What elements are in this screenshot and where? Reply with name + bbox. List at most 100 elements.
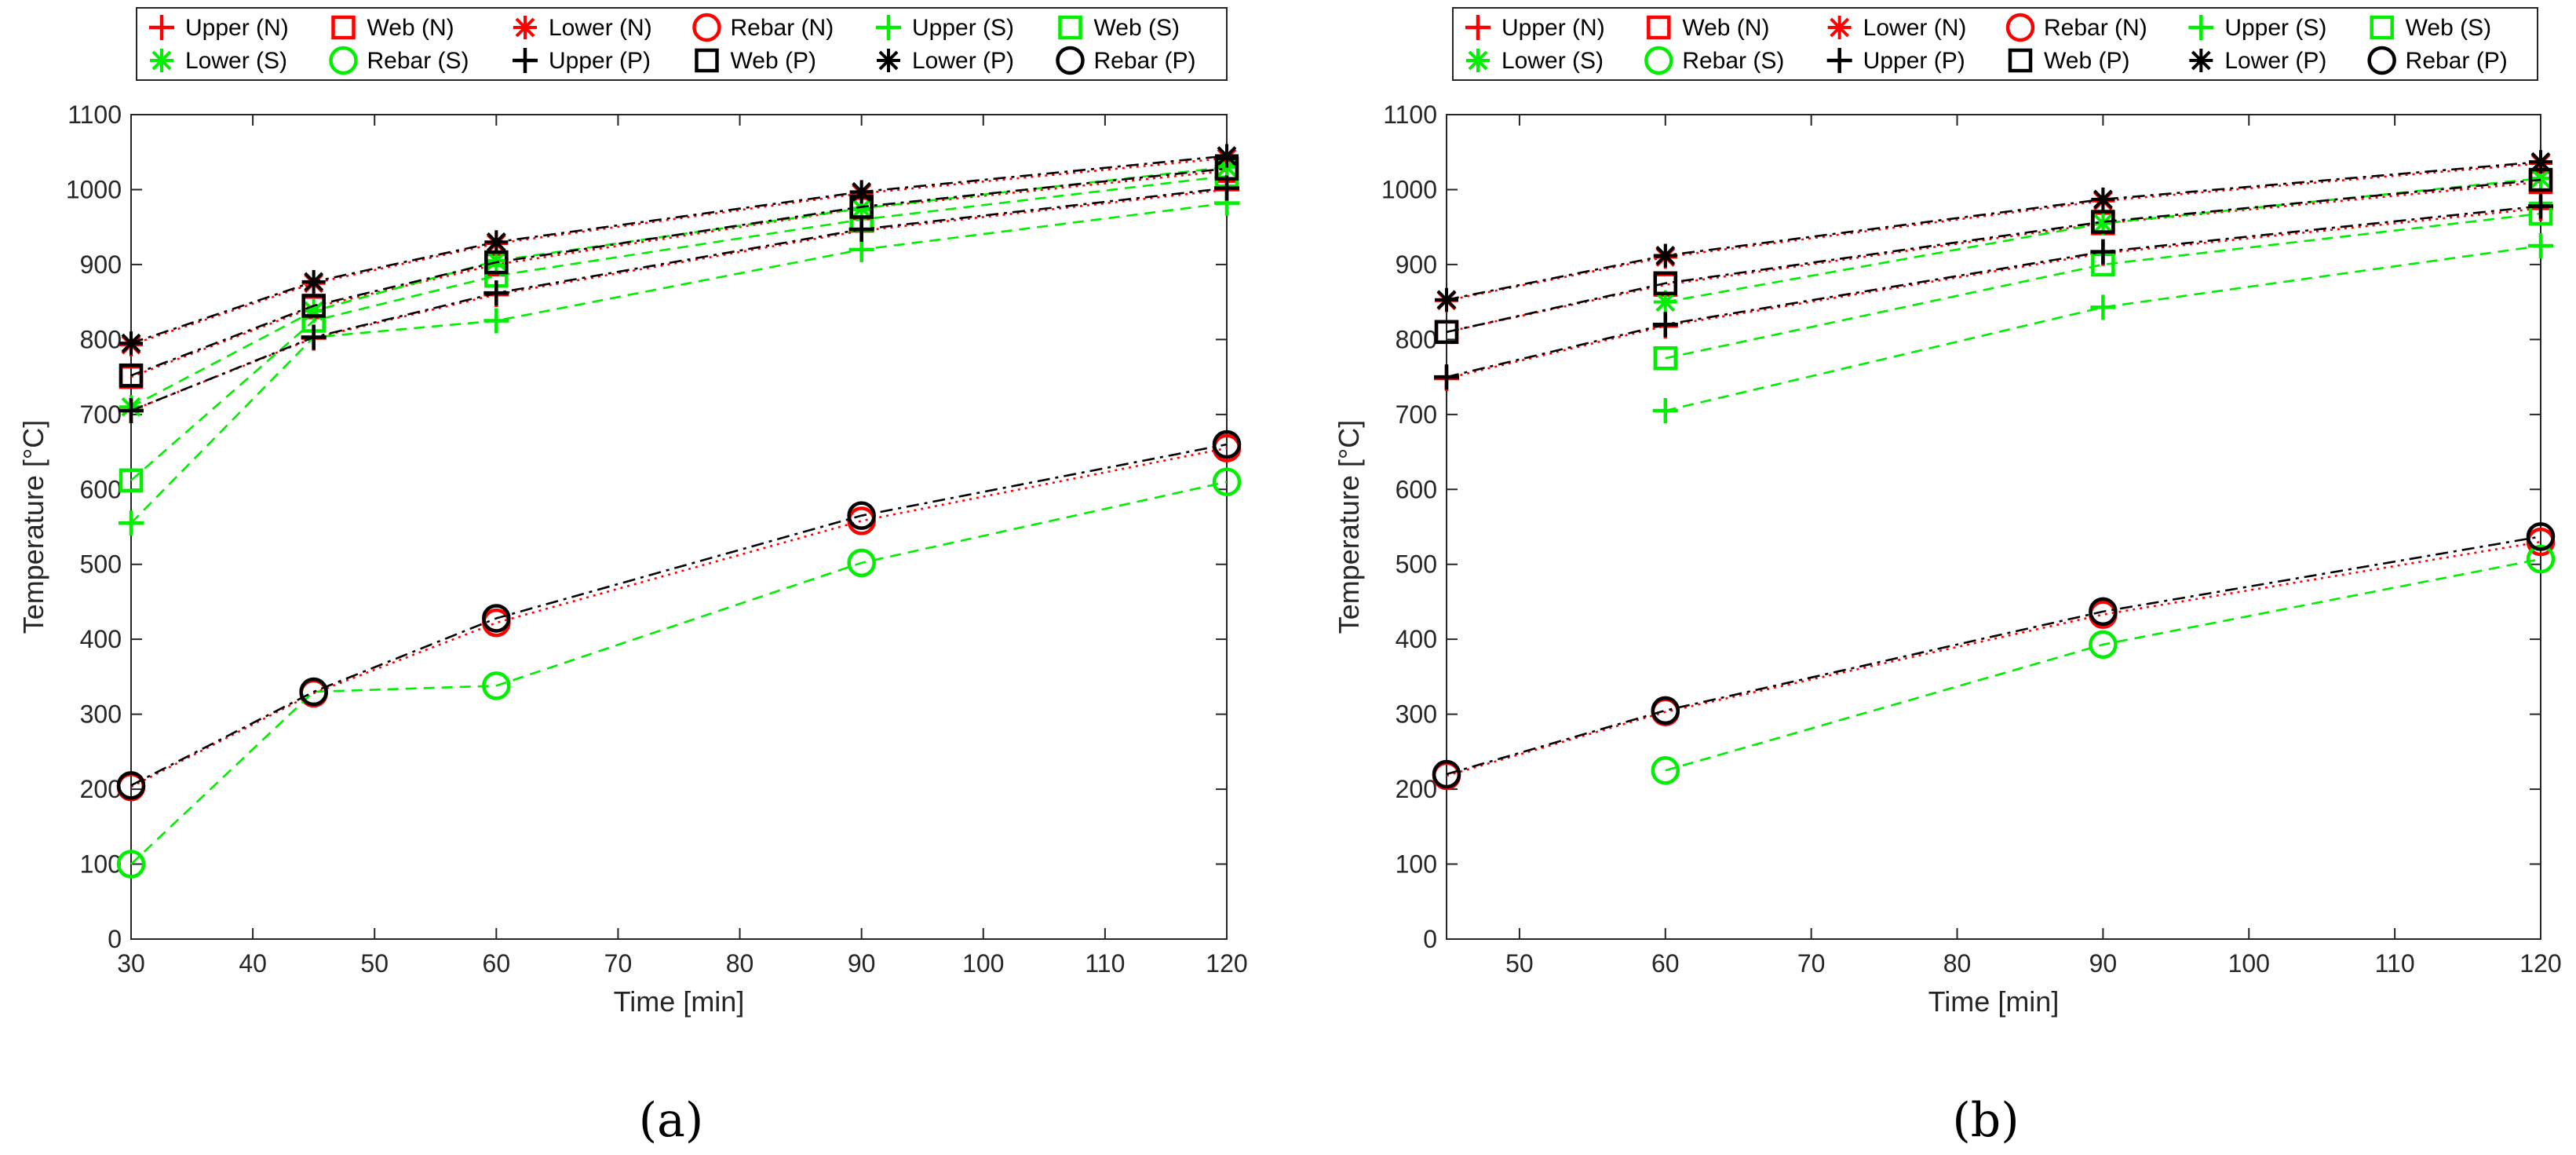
chart-b-data-point-lower-p [2091,187,2115,211]
chart-a-series-lower-p [119,144,1239,356]
chart-b-data-point-upper-s [2528,233,2553,259]
chart-a-x-tick-label: 80 [726,949,754,978]
chart-a-data-point-web-p [301,294,326,318]
chart-a-y-tick-label: 600 [80,475,122,503]
chart-b-legend-label: Web (N) [1682,15,1769,41]
chart-b-plot-area [1446,114,2541,940]
chart-a-series-line-rebar-s [130,481,1228,865]
chart-a-legend-label: Rebar (S) [367,48,469,74]
chart-a-legend-entry-web-n: Web (N) [331,15,454,41]
chart-a-y-tick-label: 300 [80,700,122,729]
chart-b-data-point-upper-p [1434,364,1459,390]
chart-a-y-tick-label: 400 [80,625,122,653]
chart-a-y-tick-label: 700 [80,400,122,429]
chart-b-legend-label: Rebar (N) [2044,15,2147,41]
chart-b-legend-label: Web (P) [2044,48,2129,74]
chart-a-x-tick-label: 110 [1085,949,1125,978]
chart-b: 50 60 70 80 90 100 110 120 0 100 200 300 400 500 600 70… [1333,7,2562,1148]
chart-a-legend-marker-rebar-s [329,46,358,75]
chart-a-y-tick-label: 800 [80,325,122,353]
chart-a-series-line-web-p [130,167,1228,377]
chart-b-series-line-lower-n [1446,162,2541,302]
chart-a-data-point-upper-s [119,510,144,536]
chart-a-data-point-upper-p [119,398,144,424]
chart-b-data-point-lower-s [2091,211,2115,236]
chart-a-legend-entry-lower-p: Lower (P) [877,48,1014,74]
chart-a-legend-marker-lower-n [513,16,537,39]
chart-b-legend-entry-rebar-n: Rebar (N) [2005,13,2147,42]
chart-b-series-line-web-s [1665,212,2541,360]
chart-a-data-point-web-s [119,468,144,493]
chart-a-data-point-upper-p [301,324,327,350]
chart-b-data-point-lower-p [2529,150,2552,174]
chart-b-legend-label: Upper (S) [2224,15,2326,41]
chart-a-y-tick-label: 1000 [66,175,122,203]
chart-a-y-axis-label: Temperature [°C] [17,420,49,634]
chart-a-legend-entry-web-s: Web (S) [1058,15,1180,41]
chart-b-data-point-web-p [2091,210,2115,234]
chart-a-legend-entry-upper-s: Upper (S) [876,15,1014,41]
chart-a-x-tick-label: 100 [962,949,1004,978]
chart-a-data-point-lower-p [849,180,874,204]
chart-a-legend-box [136,7,1228,81]
chart-b-y-tick-label: 800 [1396,325,1437,353]
chart-b-legend-marker-rebar-p [2367,46,2396,75]
chart-b-series-line-rebar-s [1665,557,2541,772]
chart-a-legend-label: Lower (P) [912,48,1014,74]
chart-b-data-point-lower-s [2529,166,2552,191]
chart-a-series-line-rebar-n [130,447,1228,788]
chart-a-y-tick-label: 500 [80,550,122,579]
chart-a-legend-label: Lower (N) [549,15,652,41]
chart-a-y-tick-label: 100 [80,850,122,879]
chart-b-legend-entry-web-n: Web (N) [1647,15,1769,41]
chart-a-legend-label: Upper (N) [185,15,289,41]
chart-b-legend-marker-lower-s [1466,49,1490,72]
chart-a-legend-marker-upper-n [149,15,174,40]
chart-b-legend: Upper (N) Web (N) Lower (N) Rebar (N) Upper … [1452,7,2538,81]
chart-a-legend-marker-lower-p [877,49,900,72]
chart-a-series-line-rebar-p [130,443,1228,787]
chart-a-y-tick-label: 200 [80,775,122,803]
chart-b-series-line-upper-s [1665,244,2541,412]
chart-b-legend-marker-upper-p [1826,48,1852,73]
chart-a-data-point-lower-p [119,331,143,356]
chart-a-legend-entry-rebar-n: Rebar (N) [692,13,834,42]
chart-b-legend-label: Upper (P) [1863,48,1965,74]
chart-a-legend-entry-lower-n: Lower (N) [513,15,652,41]
chart-a-y-tick-label: 0 [108,925,122,953]
chart-a-legend: Upper (N) Web (N) Lower (N) Rebar (N) Upper … [136,7,1228,81]
chart-a-legend-marker-web-p [695,48,719,73]
chart-a-series-line-web-s [130,174,1228,481]
chart-a-legend-label: Upper (S) [912,15,1014,41]
chart-b-series-line-upper-n [1446,207,2541,380]
chart-a-x-tick-label: 30 [117,949,145,978]
chart-b-y-axis-label: Temperature [°C] [1333,420,1365,634]
chart-a-data-point-rebar-p [847,501,876,530]
chart-b-data-point-rebar-p [2089,597,2118,627]
chart-b-legend-label: Lower (S) [1501,48,1604,74]
chart-a-x-tick-label: 120 [1206,949,1247,978]
chart-b-legend-entry-upper-n: Upper (N) [1465,15,1605,41]
chart-a-legend-marker-lower-s [150,49,173,72]
chart-a-data-point-rebar-s [847,548,876,578]
chart-b-x-tick-label: 120 [2519,949,2561,978]
chart-a-legend-entry-rebar-p: Rebar (P) [1056,46,1196,75]
chart-a-x-axis-label: Time [min] [614,985,745,1018]
chart-a-legend-label: Rebar (P) [1094,48,1196,74]
chart-b-data-point-upper-s [1652,398,1678,424]
chart-b-data-point-lower-p [1435,287,1458,312]
chart-a-data-point-rebar-p [1212,429,1242,459]
chart-b-series-upper-p [1434,193,2553,390]
chart-a-data-point-lower-p [1215,144,1239,168]
chart-a-legend-marker-rebar-n [692,13,721,42]
chart-a-data-point-lower-p [301,269,326,294]
chart-a-legend-marker-upper-p [513,48,538,73]
chart-a-series-line-lower-n [130,157,1228,346]
chart-a-series-line-upper-n [130,188,1228,412]
chart-a-data-point-lower-p [484,230,509,254]
chart-b-legend-entry-upper-s: Upper (S) [2188,15,2326,41]
chart-a-x-tick-label: 40 [239,949,267,978]
chart-b-legend-marker-web-n [1647,15,1671,40]
chart-b-y-tick-label: 600 [1396,475,1437,503]
